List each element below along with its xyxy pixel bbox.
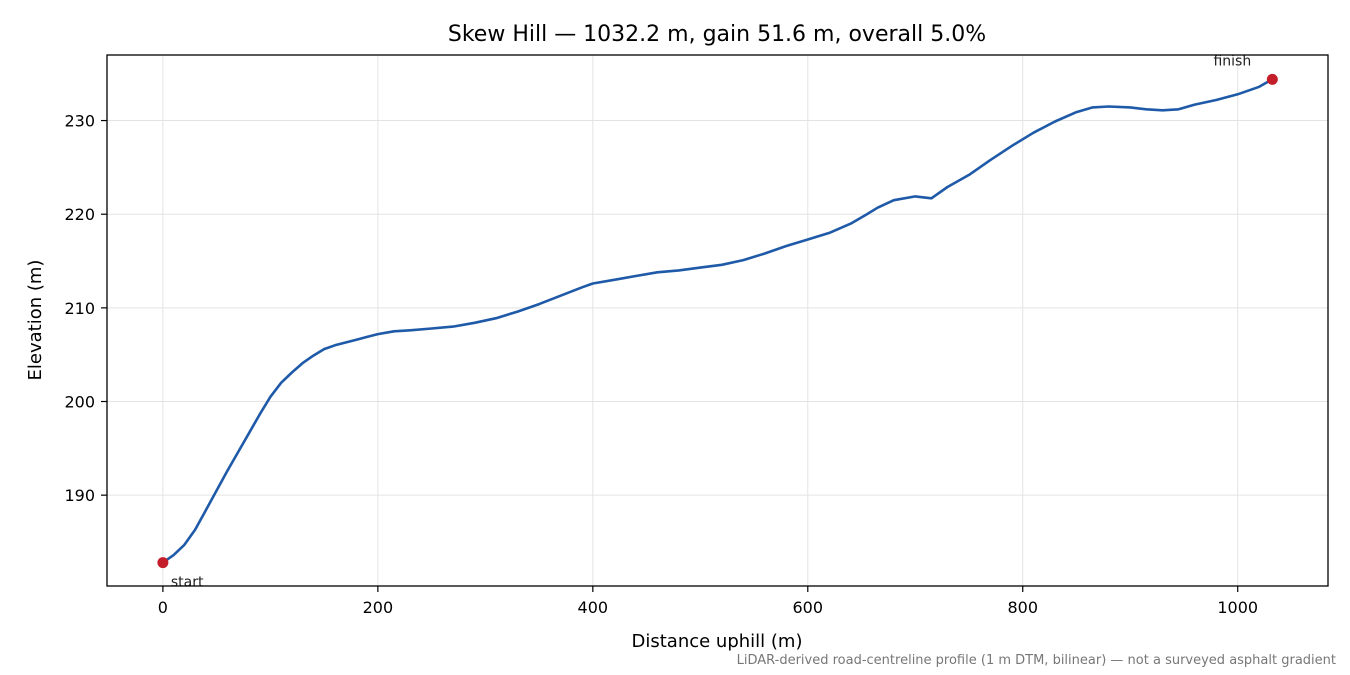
- y-tick-label: 220: [64, 205, 95, 224]
- grid: [107, 55, 1328, 586]
- x-tick-label: 200: [363, 598, 394, 617]
- y-axis-label: Elevation (m): [25, 260, 46, 381]
- series-layer: start finish: [157, 53, 1278, 591]
- elevation-profile-line: [161, 78, 1274, 564]
- y-tick-label: 210: [64, 299, 95, 318]
- axis-ticks: 0 200 400 600 800 1000 190 200 210 220 230: [64, 112, 1258, 617]
- y-tick-label: 190: [64, 486, 95, 505]
- finish-label: finish: [1213, 53, 1251, 69]
- x-tick-label: 800: [1007, 598, 1038, 617]
- y-tick-label: 230: [64, 112, 95, 131]
- x-tick-label: 600: [793, 598, 824, 617]
- y-tick-label: 200: [64, 393, 95, 412]
- x-tick-label: 400: [578, 598, 609, 617]
- finish-marker: [1266, 73, 1278, 85]
- chart-title: Skew Hill — 1032.2 m, gain 51.6 m, overa…: [448, 22, 986, 47]
- data-source-footnote: LiDAR-derived road-centreline profile (1…: [736, 653, 1336, 668]
- start-marker: [157, 557, 169, 569]
- x-axis-label: Distance uphill (m): [632, 631, 803, 652]
- x-tick-label: 1000: [1217, 598, 1258, 617]
- x-tick-label: 0: [158, 598, 168, 617]
- start-label: start: [171, 575, 204, 591]
- plot-frame: [106, 54, 1329, 587]
